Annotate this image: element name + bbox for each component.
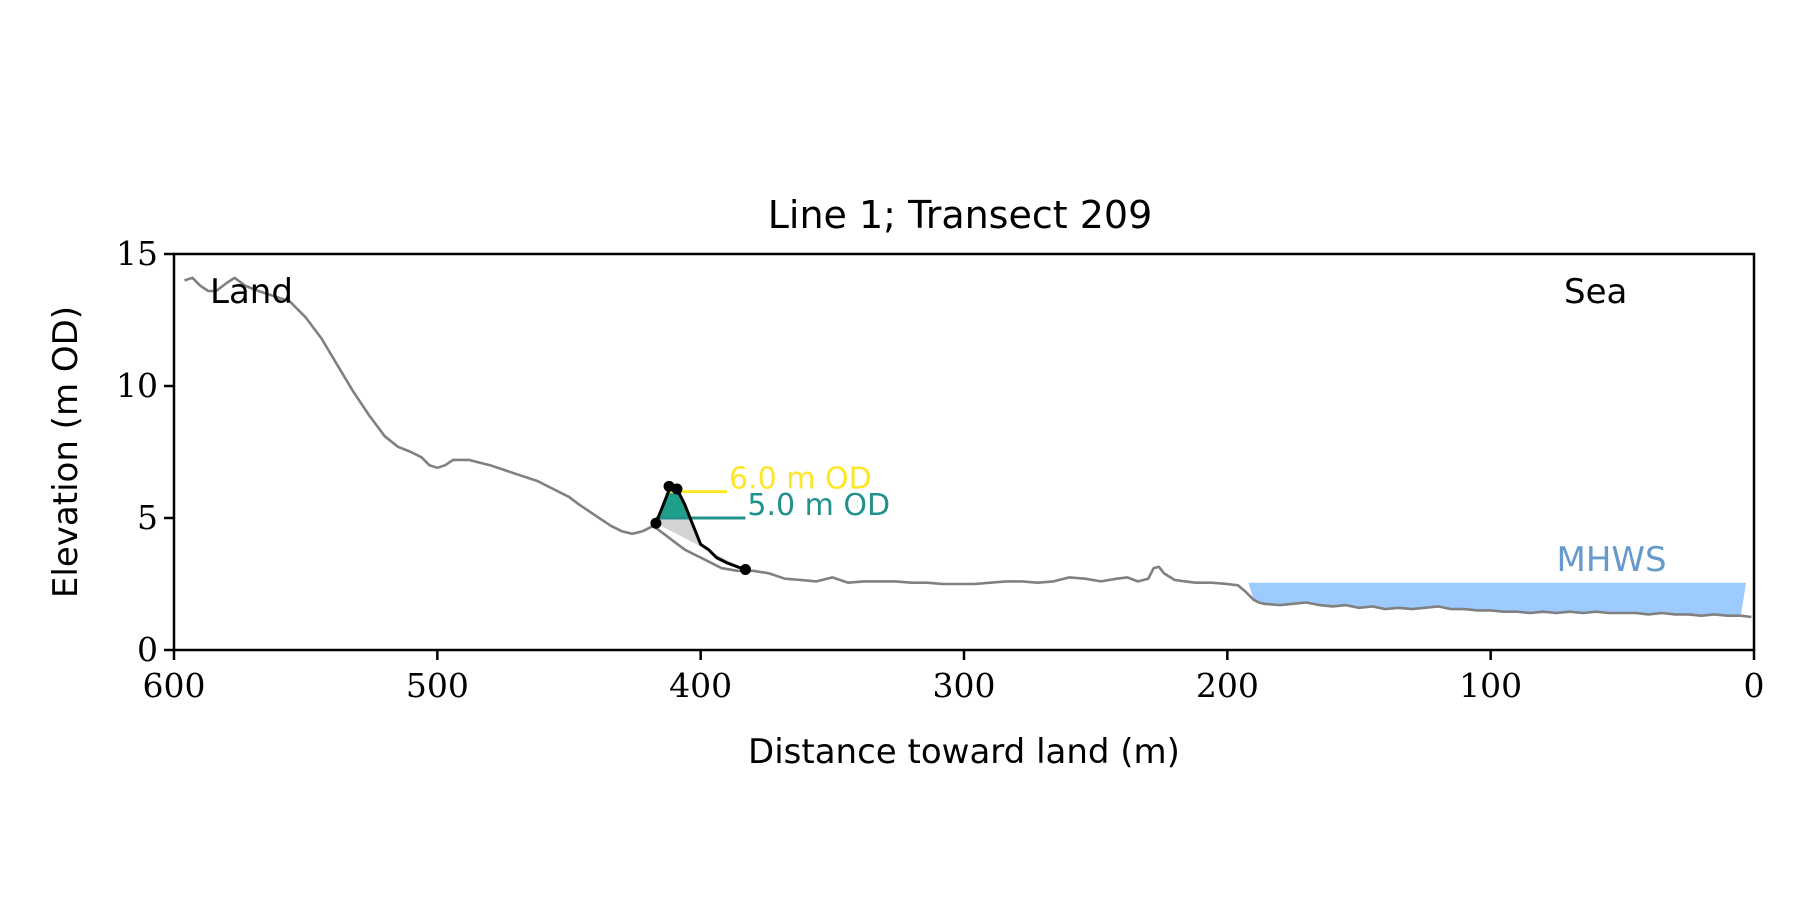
- x-tick-label: 600: [143, 666, 206, 705]
- x-tick-label: 500: [406, 666, 469, 705]
- y-tick-label: 0: [137, 630, 158, 669]
- dune-point: [650, 517, 662, 529]
- x-tick-label: 0: [1744, 666, 1765, 705]
- plot-area: 6.0 m OD5.0 m OD MHWS: [184, 276, 1752, 619]
- x-tick-label: 300: [933, 666, 996, 705]
- axis-ticks: 600 500 400 300 200 100 0 0 5 10 15: [116, 234, 1765, 705]
- x-tick-label: 200: [1196, 666, 1259, 705]
- profile-line: [184, 276, 1752, 619]
- dune-point: [671, 483, 683, 495]
- sea-annotation: Sea: [1564, 272, 1627, 312]
- x-tick-label: 100: [1459, 666, 1522, 705]
- level-6-label: 6.0 m OD: [729, 462, 872, 497]
- y-tick-label: 5: [137, 498, 158, 537]
- dune-fill-lower: [655, 518, 746, 570]
- level-5-label: 5.0 m OD: [747, 488, 890, 523]
- dune-point: [739, 563, 751, 575]
- mhws-label: MHWS: [1557, 540, 1667, 580]
- y-tick-label: 15: [116, 234, 158, 273]
- land-annotation: Land: [210, 272, 293, 312]
- x-axis-label: Distance toward land (m): [748, 732, 1180, 772]
- y-axis-label: Elevation (m OD): [46, 306, 86, 598]
- dune-line: [654, 484, 746, 571]
- dune-fill-upper: [655, 486, 691, 518]
- mhws-band: [1248, 582, 1747, 616]
- chart-title: Line 1; Transect 209: [768, 193, 1153, 237]
- x-tick-label: 400: [669, 666, 732, 705]
- y-tick-label: 10: [116, 366, 158, 405]
